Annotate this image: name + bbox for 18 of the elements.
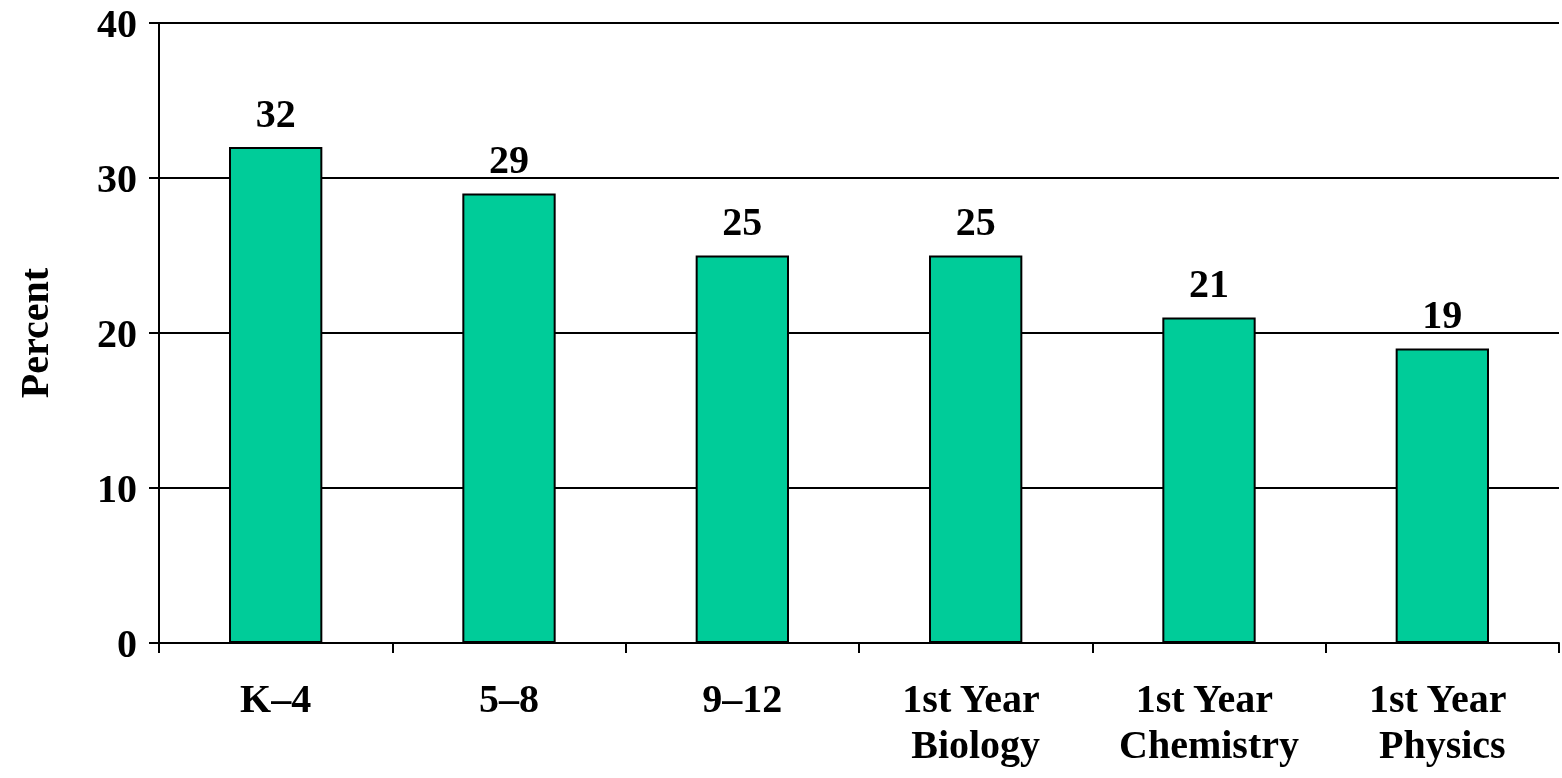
- y-tick-label: 20: [97, 310, 137, 356]
- x-tick-label: 1st Year Biology: [902, 675, 1049, 767]
- y-tick-label: 0: [117, 620, 137, 666]
- x-tick-label: K–4: [240, 675, 312, 721]
- y-axis-title: Percent: [11, 267, 57, 399]
- data-label: 32: [255, 90, 296, 136]
- x-tick-label: 1st Year Chemistry: [1119, 675, 1299, 767]
- y-tick-label: 30: [97, 155, 137, 201]
- data-label: 25: [955, 199, 996, 244]
- x-tick-label: 5–8: [479, 675, 539, 721]
- x-tick-label: 9–12: [702, 675, 783, 721]
- data-label: 25: [722, 199, 763, 244]
- data-label: 19: [1422, 292, 1463, 337]
- data-label: 21: [1189, 261, 1229, 306]
- data-label: 29: [489, 137, 529, 182]
- y-tick-label: 40: [97, 0, 137, 46]
- x-tick-label: 1st Year Physics: [1369, 675, 1516, 767]
- y-tick-label: 10: [97, 465, 137, 511]
